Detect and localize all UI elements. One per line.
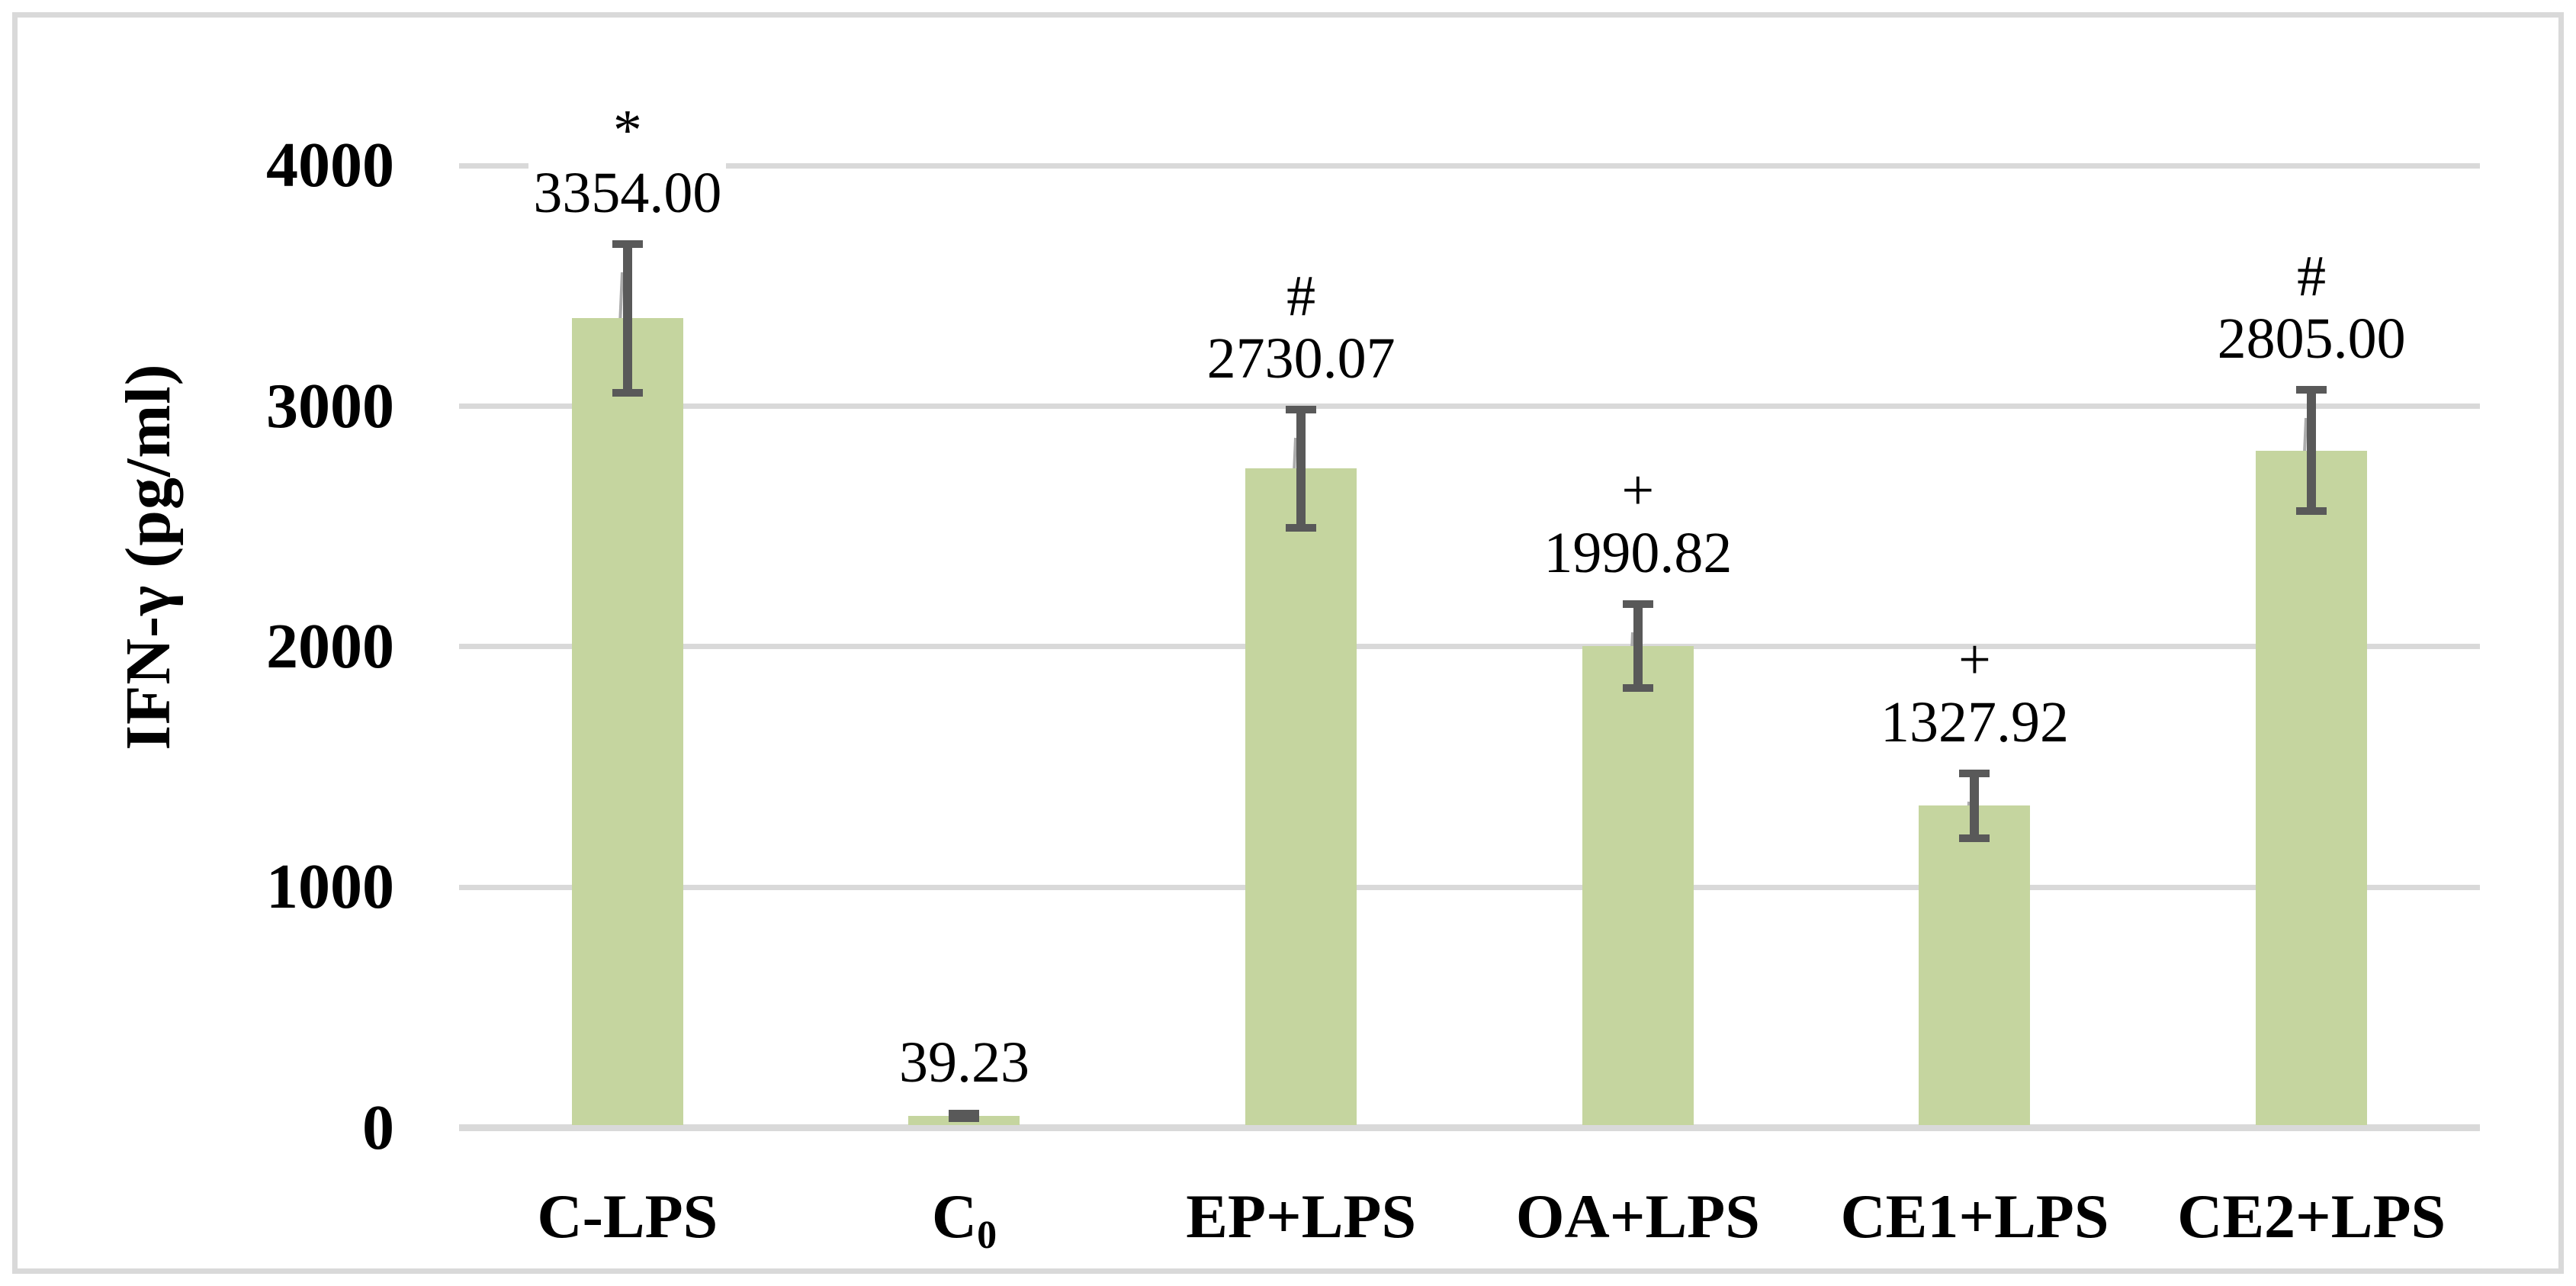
- bar-oa-lps: [1582, 646, 1694, 1125]
- category-label-oa-lps: OA+LPS: [1515, 1182, 1760, 1251]
- error-bar-line: [1296, 405, 1306, 532]
- value-label: 3354.00: [459, 158, 796, 228]
- error-bar-cap-top: [1286, 405, 1317, 413]
- significance-annotation: #: [1286, 263, 1316, 328]
- y-tick-0: 0: [362, 1091, 394, 1163]
- y-tick-2000: 2000: [266, 610, 394, 682]
- bar-group-c0: 39.23 C0: [796, 0, 1133, 1286]
- error-bar-cap-bottom: [1959, 834, 1990, 842]
- y-axis-title: IFN-γ (pg/ml): [113, 363, 184, 751]
- gridline-4000: [459, 162, 2480, 169]
- error-bar-cap-top: [1959, 770, 1990, 777]
- significance-annotation: +: [1958, 628, 1991, 692]
- bar-group-ep-lps: # 2730.07 EP+LPS: [1132, 0, 1469, 1286]
- error-bar-line: [1633, 600, 1643, 693]
- error-bar-line: [1970, 770, 1980, 842]
- significance-annotation: #: [2297, 244, 2327, 309]
- gridline-2000: [459, 644, 2480, 650]
- significance-annotation: *: [612, 98, 642, 162]
- error-bar-cap-bottom: [1286, 523, 1317, 532]
- error-bar-line: [622, 240, 632, 397]
- value-label: 2730.07: [1132, 323, 1469, 394]
- category-label-ep-lps: EP+LPS: [1186, 1182, 1417, 1251]
- error-bar-cap-top: [612, 240, 643, 248]
- significance-annotation: [796, 965, 1133, 1035]
- bar-group-ce2-lps: # 2805.00 CE2+LPS: [2143, 0, 2480, 1286]
- value-label: 2805.00: [2143, 304, 2480, 374]
- y-tick-3000: 3000: [266, 370, 394, 442]
- y-tick-4000: 4000: [266, 130, 394, 201]
- value-label: 39.23: [796, 1027, 1133, 1098]
- category-label-c-lps: C-LPS: [537, 1182, 718, 1251]
- x-axis-line: [459, 1124, 2480, 1131]
- bar-ce1-lps: [1919, 805, 2031, 1125]
- significance-annotation: +: [1621, 458, 1655, 523]
- error-bar-cap-bottom: [949, 1114, 980, 1122]
- error-bar-cap-top: [2296, 386, 2327, 394]
- value-label: 1990.82: [1469, 518, 1807, 588]
- category-label-ce1-lps: CE1+LPS: [1840, 1182, 2109, 1251]
- bar-ep-lps: [1245, 468, 1357, 1125]
- bar-c-lps: [571, 318, 683, 1125]
- bar-group-ce1-lps: + 1327.92 CE1+LPS: [1807, 0, 2144, 1286]
- bar-group-c-lps: * 3354.00 C-LPS: [459, 0, 796, 1286]
- category-label-c0: C0: [931, 1182, 997, 1257]
- error-bar-cap-top: [1622, 600, 1653, 609]
- error-bar-cap-bottom: [2296, 507, 2327, 516]
- error-bar-cap-top: [949, 1109, 980, 1117]
- y-tick-1000: 1000: [266, 851, 394, 923]
- category-label-ce2-lps: CE2+LPS: [2177, 1182, 2446, 1251]
- bar-ce2-lps: [2256, 450, 2368, 1125]
- bar-group-oa-lps: + 1990.82 OA+LPS: [1469, 0, 1807, 1286]
- figure-frame: [12, 12, 2564, 1274]
- gridline-1000: [459, 884, 2480, 890]
- value-label: 1327.92: [1807, 687, 2144, 757]
- error-bar-line: [2307, 386, 2317, 516]
- error-bar-cap-bottom: [612, 388, 643, 397]
- gridline-3000: [459, 403, 2480, 410]
- error-bar-cap-bottom: [1622, 684, 1653, 693]
